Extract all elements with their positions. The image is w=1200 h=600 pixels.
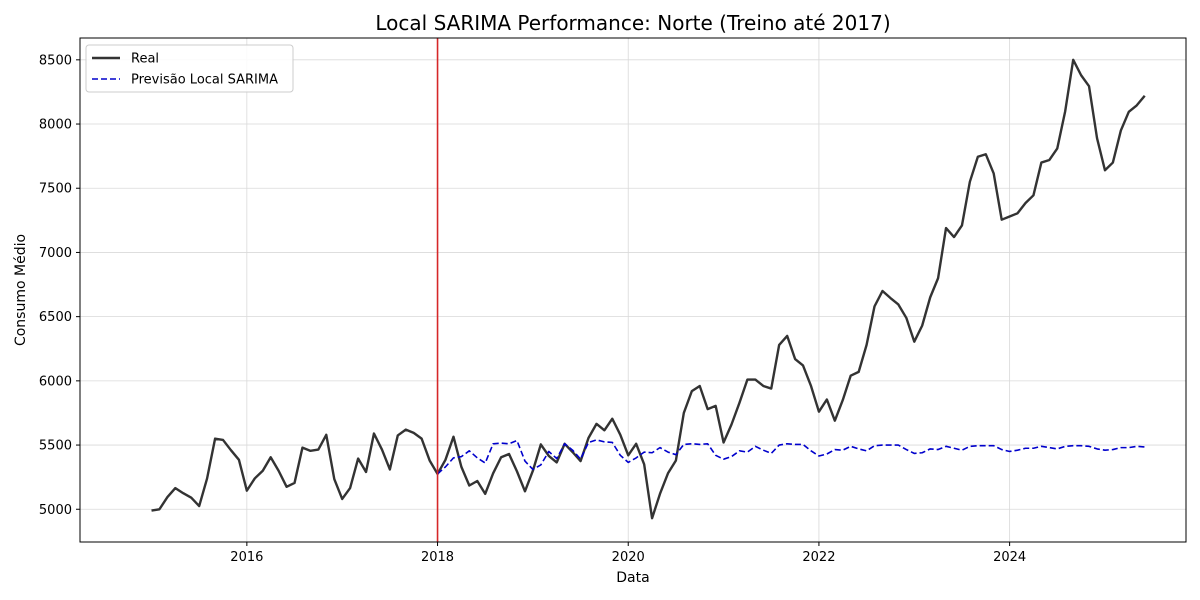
axis-ticks: 2016 2018 2020 2022 2024 5000 5500 6000 6500 7000… (39, 53, 1026, 565)
y-tick-label: 6500 (39, 310, 72, 325)
y-tick-label: 8000 (39, 118, 72, 133)
y-tick-label: 7500 (39, 182, 72, 197)
x-tick-label: 2024 (993, 550, 1026, 565)
y-tick-label: 5000 (39, 503, 72, 518)
series-real-line (151, 58, 1146, 520)
x-tick-label: 2018 (421, 550, 454, 565)
legend-label: Previsão Local SARIMA (131, 73, 278, 88)
x-tick-label: 2022 (802, 550, 835, 565)
y-tick-label: 7000 (39, 246, 72, 261)
y-tick-label: 6000 (39, 374, 72, 389)
series-forecast-line (437, 439, 1145, 475)
legend: Real Previsão Local SARIMA (85, 44, 294, 93)
chart-title: Local SARIMA Performance: Norte (Treino … (375, 11, 890, 35)
y-axis-label: Consumo Médio (13, 234, 29, 346)
y-tick-label: 8500 (39, 53, 72, 68)
x-tick-label: 2020 (612, 550, 645, 565)
plot-frame (79, 37, 1187, 543)
series-lines (151, 58, 1146, 520)
x-axis-label: Data (616, 570, 649, 586)
legend-label: Real (131, 52, 159, 67)
y-tick-label: 5500 (39, 439, 72, 454)
legend-box (85, 44, 294, 93)
grid-lines (80, 38, 1186, 542)
x-tick-label: 2016 (230, 550, 263, 565)
